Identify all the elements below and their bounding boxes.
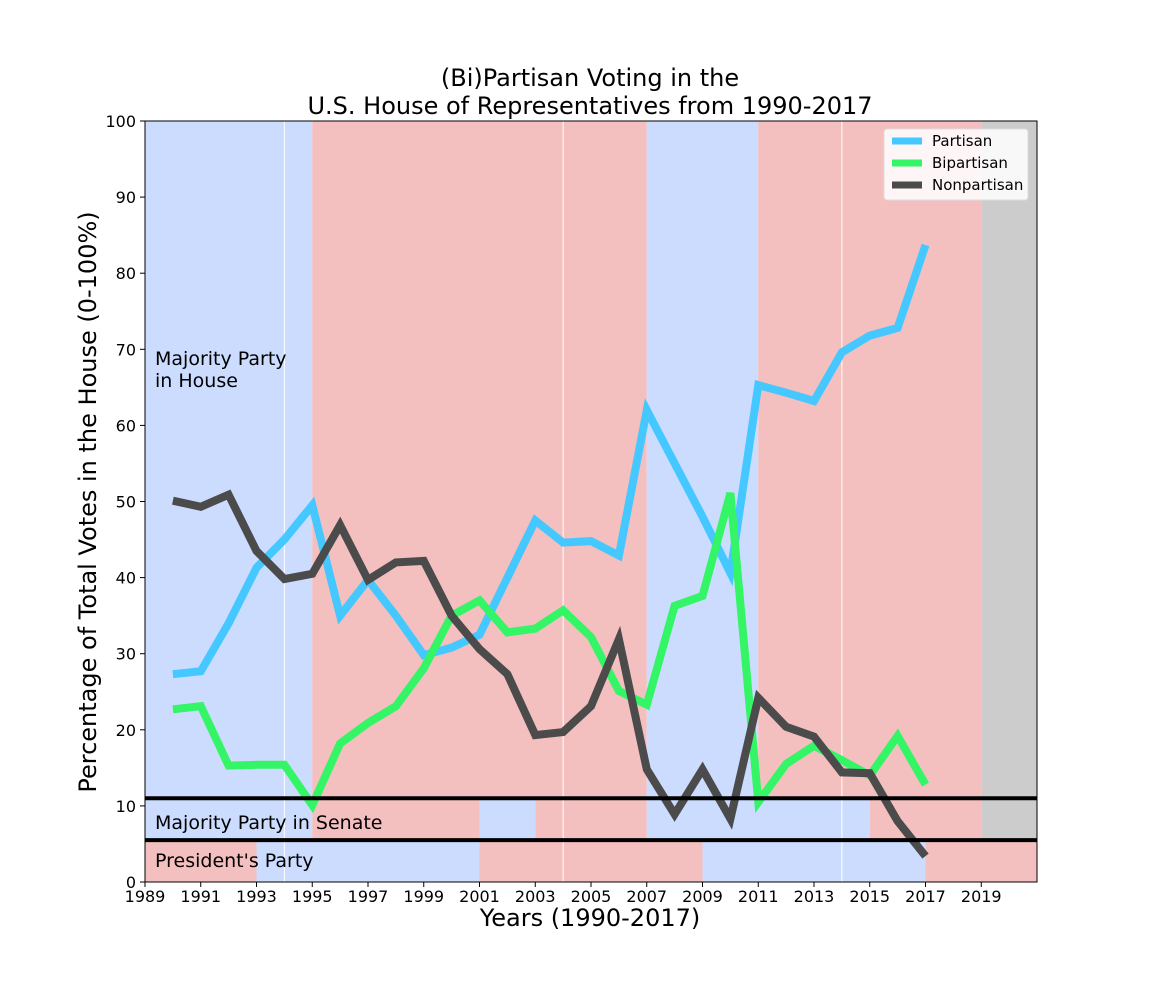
x-tick-label: 2009 [682, 887, 723, 906]
y-tick-label: 100 [105, 112, 136, 131]
x-tick-label: 1995 [292, 887, 333, 906]
senate-annotation: Majority Party in Senate [155, 812, 383, 834]
series-line-partisan [172, 243, 930, 679]
senate-band-2 [479, 798, 536, 841]
house-band-3 [758, 121, 982, 799]
house-annotation-line-1: Majority Party [155, 348, 287, 370]
series-line-bipartisan [172, 492, 929, 814]
legend-label-bipartisan: Bipartisan [932, 154, 1008, 172]
legend-label-nonpartisan: Nonpartisan [932, 176, 1023, 194]
band-separators [145, 796, 1037, 843]
y-tick-label: 80 [116, 264, 136, 283]
x-tick-label: 2011 [738, 887, 779, 906]
x-tick-label: 1989 [125, 887, 166, 906]
x-tick-label: 2017 [905, 887, 946, 906]
senate-band-1 [312, 798, 480, 841]
president-band-2 [479, 840, 703, 882]
x-tick-label: 2015 [849, 887, 890, 906]
x-tick-label: 2005 [571, 887, 612, 906]
legend: Partisan Bipartisan Nonpartisan [883, 128, 1029, 201]
y-tick-label: 70 [116, 340, 136, 359]
x-tick-label: 2007 [626, 887, 667, 906]
president-band-0 [145, 840, 257, 882]
chart-title-line-1: (Bi)Partisan Voting in the [441, 64, 739, 92]
senate-band-3 [535, 798, 647, 841]
president-band-4 [925, 840, 1037, 882]
president-band-1 [256, 840, 480, 882]
president-band-3 [702, 840, 926, 882]
series-lines [172, 243, 930, 859]
x-tick-label: 1997 [348, 887, 389, 906]
house-annotation-line-2: in House [155, 370, 238, 392]
y-tick-label: 60 [116, 416, 136, 435]
series-line-nonpartisan [172, 489, 929, 859]
y-tick-label: 90 [116, 188, 136, 207]
x-tick-label: 1999 [403, 887, 444, 906]
house-band-1 [312, 121, 647, 799]
house-band-2 [646, 121, 759, 799]
x-axis-label: Years (1990-2017) [479, 904, 701, 932]
president-annotation: President's Party [155, 850, 314, 872]
legend-label-partisan: Partisan [932, 132, 992, 150]
y-tick-label: 40 [116, 569, 136, 588]
x-tick-label: 2001 [459, 887, 500, 906]
party-bands [145, 121, 1037, 882]
y-tick-label: 0 [126, 873, 136, 892]
chart-title-line-2: U.S. House of Representatives from 1990-… [307, 92, 872, 120]
x-tick-label: 1993 [236, 887, 277, 906]
y-tick-label: 50 [116, 493, 136, 512]
x-tick-label: 1991 [180, 887, 221, 906]
y-tick-label: 30 [116, 645, 136, 664]
axis-ticks: 1989 1991 1993 1995 1997 1999 2001 2003 2005 2007… [105, 112, 1001, 906]
y-axis-label: Percentage of Total Votes in the House (… [74, 211, 102, 792]
x-tick-label: 2003 [515, 887, 556, 906]
house-band-4 [981, 121, 1037, 799]
senate-band-6 [981, 798, 1037, 841]
congress-dividers [283, 121, 843, 882]
y-tick-label: 20 [116, 721, 136, 740]
x-tick-label: 2013 [794, 887, 835, 906]
x-tick-label: 2019 [961, 887, 1002, 906]
y-tick-label: 10 [116, 797, 136, 816]
house-band-0 [145, 121, 313, 799]
